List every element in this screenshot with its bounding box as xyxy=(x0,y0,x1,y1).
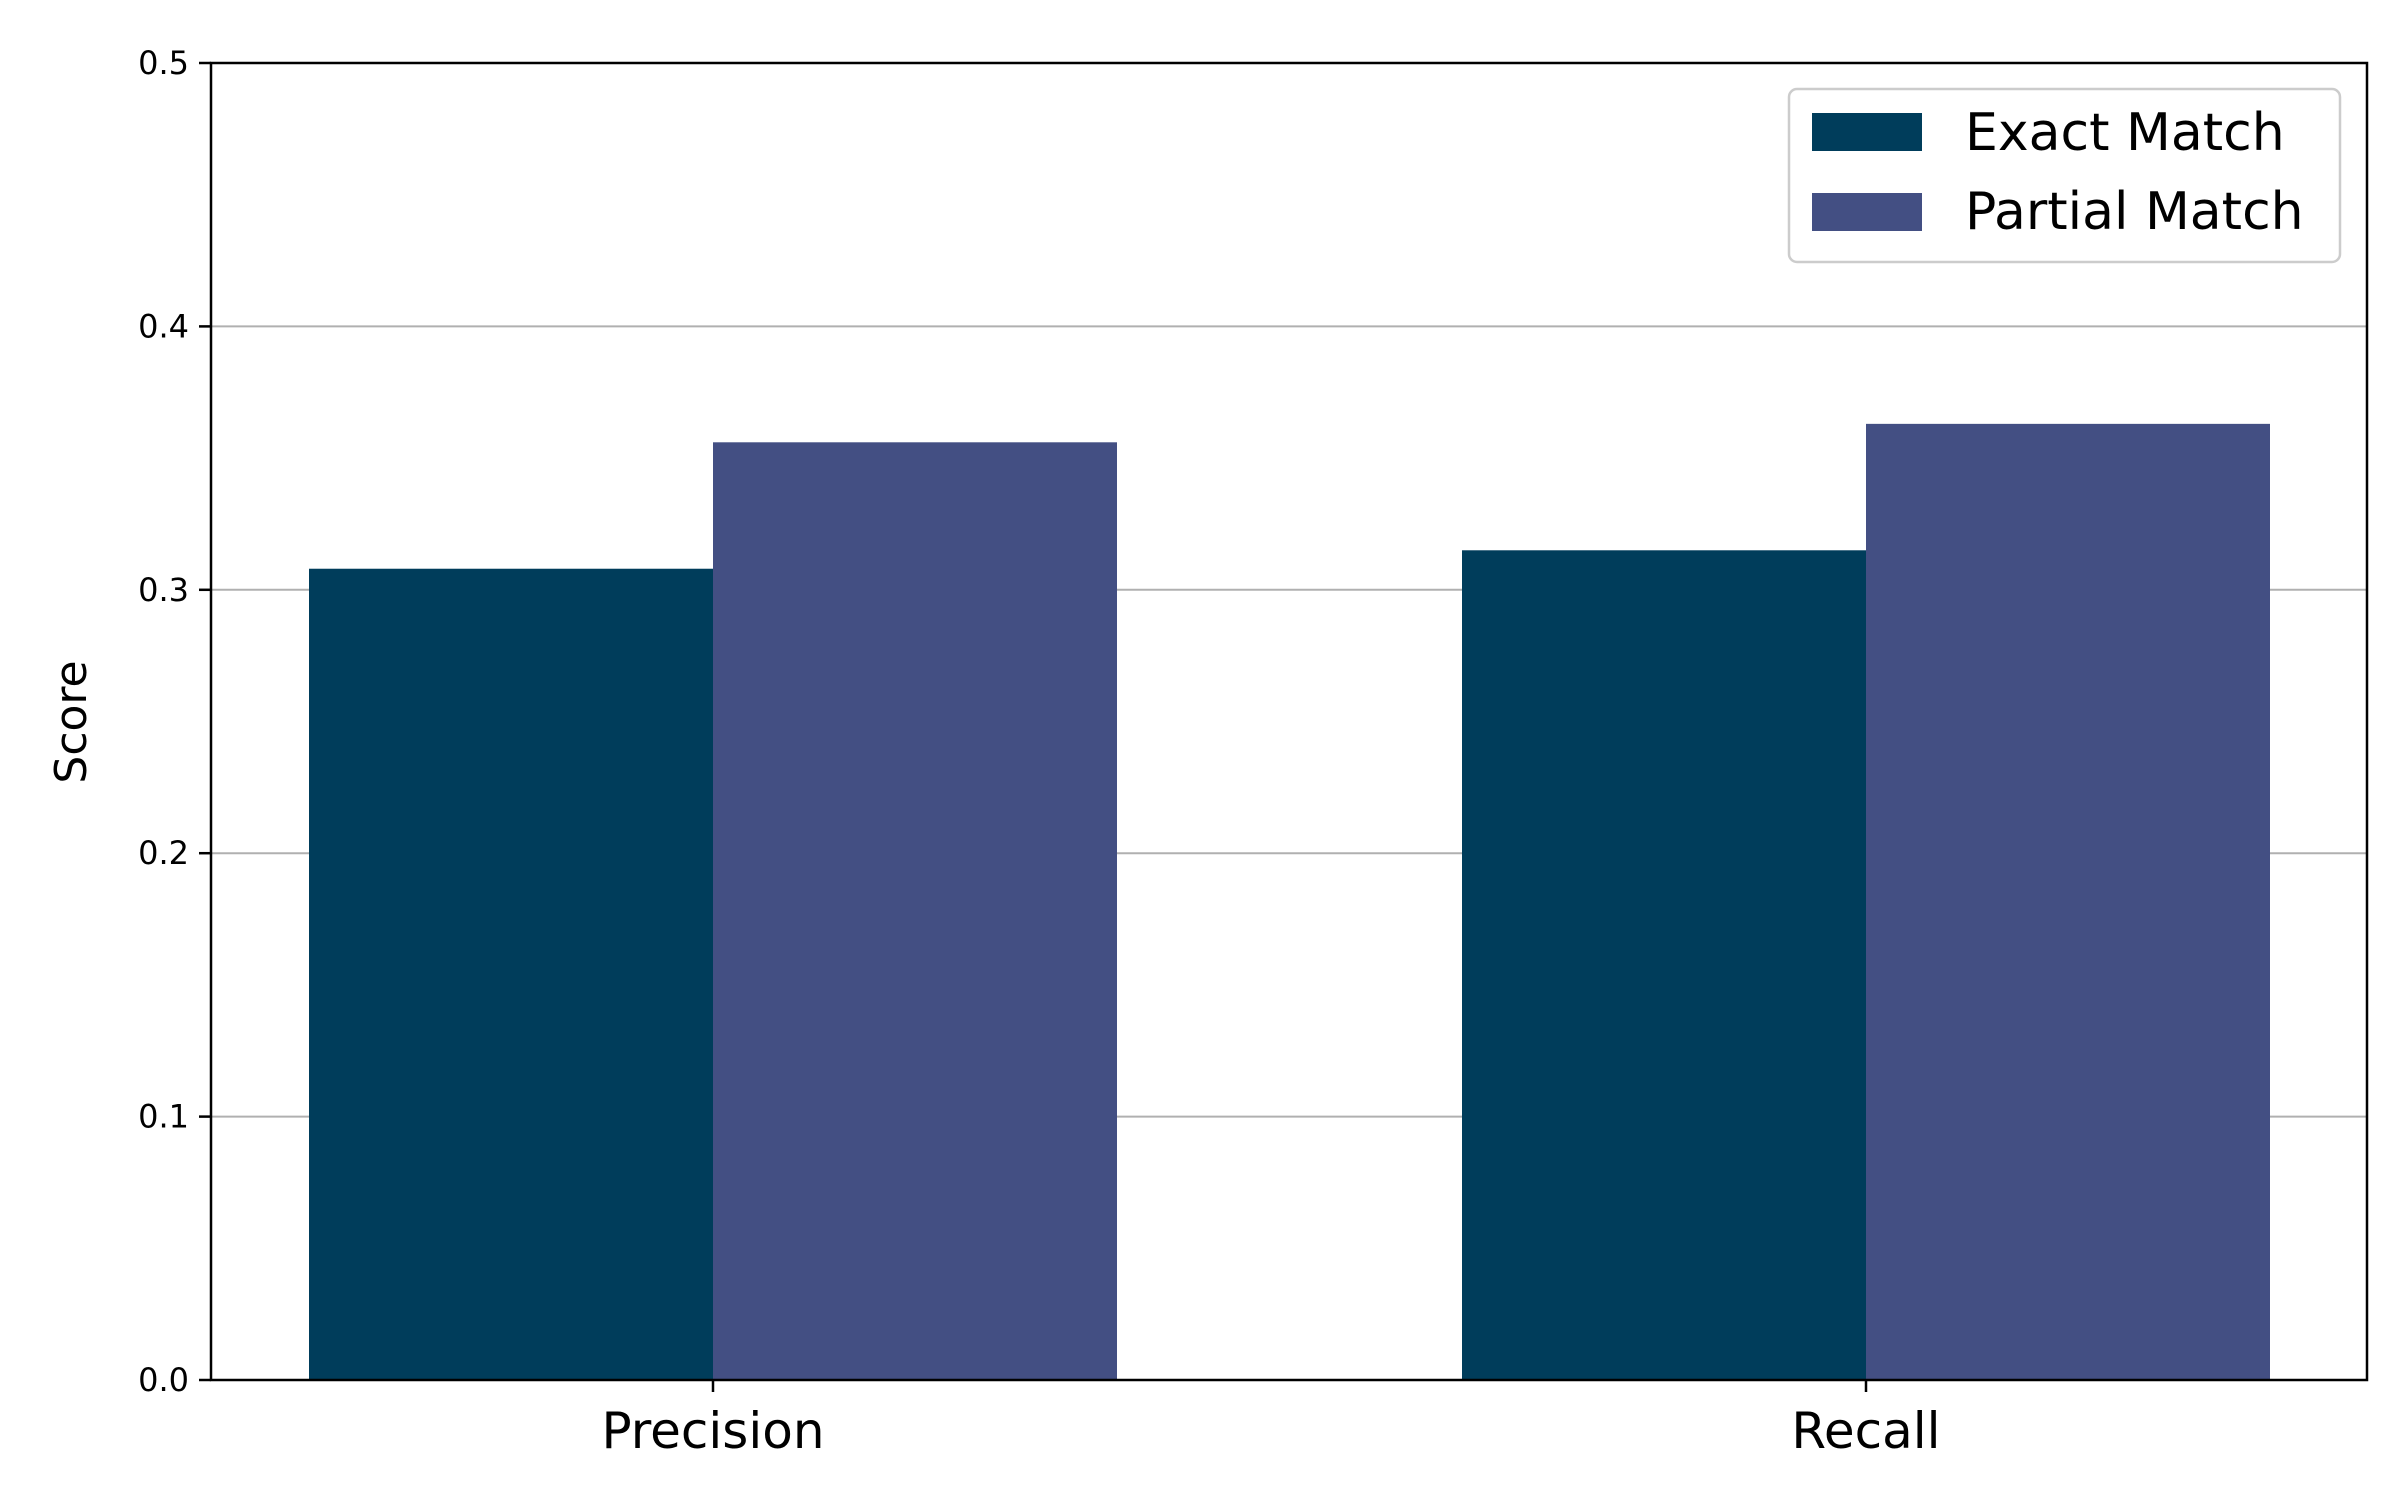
x-tick-label-precision: Precision xyxy=(601,1402,824,1460)
y-tick-label: 0.3 xyxy=(138,571,189,609)
legend-label-partial-match: Partial Match xyxy=(1965,182,2304,242)
y-tick-label: 0.4 xyxy=(138,307,189,345)
y-axis: 0.0 0.1 0.2 0.3 0.4 0.5 xyxy=(138,44,211,1399)
x-axis: Precision Recall xyxy=(601,1380,1941,1460)
y-tick-label: 0.5 xyxy=(138,44,189,82)
y-tick-label: 0.1 xyxy=(138,1098,189,1136)
y-axis-title: Score xyxy=(46,660,97,783)
legend-box xyxy=(1787,87,2342,264)
bar-exact-match-recall xyxy=(1462,550,1866,1380)
legend-label-exact-match: Exact Match xyxy=(1965,103,2285,163)
x-tick-label-recall: Recall xyxy=(1791,1402,1940,1460)
y-tick-label: 0.2 xyxy=(138,834,189,872)
legend-swatch-exact-match xyxy=(1812,113,1922,151)
bar-partial-match-precision xyxy=(713,442,1117,1380)
legend: Exact Match Partial Match xyxy=(1787,87,2342,264)
bar-exact-match-precision xyxy=(309,568,713,1380)
bars xyxy=(309,423,2270,1380)
y-tick-label: 0.0 xyxy=(138,1361,189,1399)
plot-frame xyxy=(209,61,2369,1382)
bar-partial-match-recall xyxy=(1866,423,2270,1380)
legend-swatch-partial-match xyxy=(1812,193,1922,231)
